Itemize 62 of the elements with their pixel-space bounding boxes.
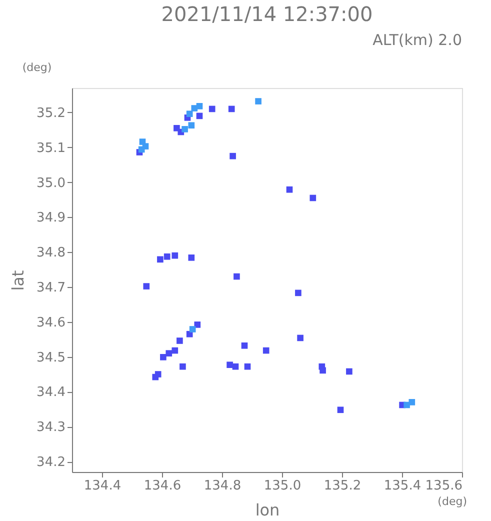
- y-tick-label: 34.5: [36, 350, 66, 366]
- text: (deg): [438, 495, 467, 508]
- point: [196, 112, 203, 120]
- point: [143, 283, 150, 290]
- point: [346, 368, 352, 375]
- y-tick-label: 34.6: [36, 315, 66, 330]
- chart-title: 2021/11/14 12:37:00: [161, 2, 373, 26]
- point: [196, 102, 203, 110]
- point: [295, 290, 302, 296]
- point: [157, 256, 164, 263]
- point: [166, 350, 172, 356]
- point: [228, 106, 235, 112]
- point: [182, 126, 188, 132]
- x-tick-label: 134.8: [204, 478, 242, 494]
- point: [174, 124, 180, 132]
- y-tick-label: 34.3: [36, 420, 66, 436]
- x-tick-label: 134.4: [84, 478, 122, 494]
- y-tick-label: 34.4: [36, 385, 66, 400]
- x-tick-label: 135.6: [425, 478, 462, 494]
- point: [234, 273, 240, 280]
- x-tick-label: 135.4: [384, 478, 422, 494]
- point: [226, 362, 233, 368]
- point: [164, 253, 170, 260]
- y-tick-label: 34.2: [36, 455, 66, 470]
- x-tick-label: 135.0: [264, 478, 302, 494]
- text: (deg): [22, 61, 52, 74]
- y-tick-label: 35.0: [36, 176, 66, 191]
- point: [310, 194, 316, 202]
- point: [255, 98, 262, 104]
- point: [241, 342, 248, 349]
- y-tick-label: 35.2: [36, 106, 66, 121]
- point: [160, 354, 166, 360]
- point: [262, 347, 270, 354]
- point: [138, 146, 145, 153]
- point: [194, 322, 201, 328]
- y-tick-label: 34.8: [36, 246, 66, 261]
- x-axis-title: lon: [255, 500, 280, 520]
- x-tick-label: 135.2: [324, 478, 362, 494]
- point: [244, 363, 251, 370]
- text: ALT(km) 2.0: [372, 31, 462, 49]
- point: [186, 110, 193, 117]
- point: [180, 363, 186, 370]
- x-tick-label: 134.6: [144, 478, 182, 494]
- point: [172, 252, 178, 259]
- point: [232, 363, 239, 370]
- point: [286, 186, 293, 193]
- point: [188, 122, 195, 129]
- y-axis-title: lat: [8, 270, 28, 291]
- point: [297, 334, 304, 342]
- point: [404, 402, 410, 408]
- point: [188, 254, 195, 261]
- point: [152, 374, 159, 380]
- y-tick-label: 34.9: [36, 210, 66, 226]
- y-tick-label: 35.1: [36, 140, 66, 156]
- point: [208, 106, 216, 112]
- point: [337, 406, 344, 414]
- point: [320, 367, 326, 374]
- point: [172, 347, 178, 354]
- point: [189, 326, 196, 332]
- point: [176, 338, 183, 344]
- y-tick-label: 34.7: [36, 280, 66, 296]
- point: [230, 152, 236, 160]
